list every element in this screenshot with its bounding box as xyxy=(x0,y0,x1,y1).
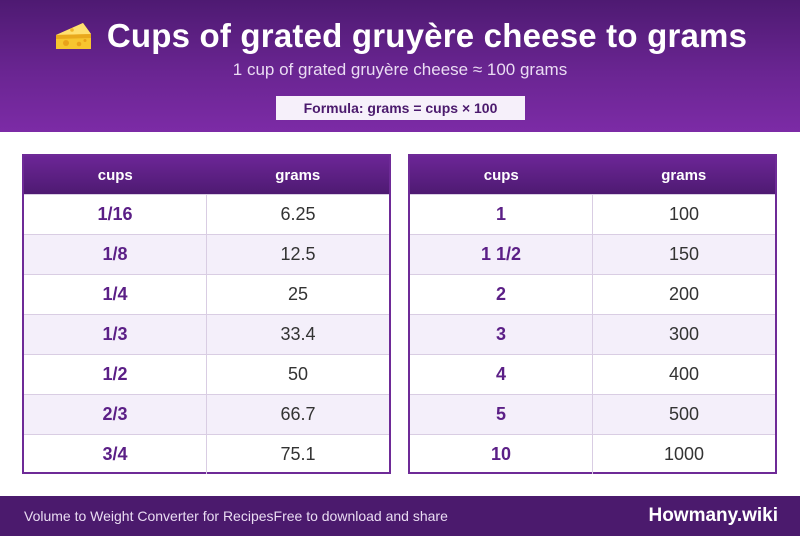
table-row: 1/2 50 xyxy=(24,354,389,394)
cups-cell: 5 xyxy=(410,395,593,434)
cups-cell: 4 xyxy=(410,355,593,394)
table-row: 1 100 xyxy=(410,194,775,234)
grams-cell: 66.7 xyxy=(280,404,316,424)
table-header: cups grams xyxy=(24,156,389,194)
cups-cell: 1 1/2 xyxy=(410,235,593,274)
cups-cell: 10 xyxy=(410,435,593,474)
cups-cell: 3/4 xyxy=(24,435,207,474)
column-header-grams: grams xyxy=(661,166,707,184)
table-row: 10 1000 xyxy=(410,434,775,474)
cups-cell: 1/3 xyxy=(24,315,207,354)
formula-badge: Formula: grams = cups × 100 xyxy=(276,96,525,120)
table-row: 1 1/2 150 xyxy=(410,234,775,274)
grams-cell: 500 xyxy=(668,404,700,424)
table-header: cups grams xyxy=(410,156,775,194)
grams-cell: 100 xyxy=(668,204,700,224)
cups-cell: 1/4 xyxy=(24,275,207,314)
table-row: 3 300 xyxy=(410,314,775,354)
table-row: 1/4 25 xyxy=(24,274,389,314)
cups-cell: 1 xyxy=(410,195,593,234)
table-row: 2 200 xyxy=(410,274,775,314)
cups-cell: 3 xyxy=(410,315,593,354)
grams-cell: 6.25 xyxy=(280,204,316,224)
share-label: Free to download and share xyxy=(273,508,448,524)
table-row: 1/8 12.5 xyxy=(24,234,389,274)
conversion-table-small: cups grams 1/16 6.25 1/8 12.5 1/4 25 1/3… xyxy=(22,154,391,474)
grams-cell: 200 xyxy=(668,284,700,304)
grams-cell: 12.5 xyxy=(280,244,316,264)
cups-cell: 1/16 xyxy=(24,195,207,234)
cups-cell: 1/2 xyxy=(24,355,207,394)
grams-cell: 1000 xyxy=(663,444,705,464)
table-row: 1/3 33.4 xyxy=(24,314,389,354)
table-row: 3/4 75.1 xyxy=(24,434,389,474)
page-subtitle: 1 cup of grated gruyère cheese ≈ 100 gra… xyxy=(232,60,568,79)
grams-cell: 33.4 xyxy=(280,324,316,344)
footer-text: Volume to Weight Converter for RecipesFr… xyxy=(24,508,448,524)
column-header-grams: grams xyxy=(275,166,321,184)
page-header: Cups of grated gruyère cheese to grams 1… xyxy=(0,0,800,132)
cups-cell: 1/8 xyxy=(24,235,207,274)
cheese-icon xyxy=(53,19,93,53)
cups-cell: 2/3 xyxy=(24,395,207,434)
converter-label: Volume to Weight Converter for Recipes xyxy=(24,508,274,524)
grams-cell: 150 xyxy=(668,244,700,264)
grams-cell: 50 xyxy=(287,364,309,384)
column-header-cups: cups xyxy=(483,166,519,184)
page-footer: Volume to Weight Converter for RecipesFr… xyxy=(0,496,800,536)
cups-cell: 2 xyxy=(410,275,593,314)
conversion-table-large: cups grams 1 100 1 1/2 150 2 200 3 300 4… xyxy=(408,154,777,474)
table-row: 2/3 66.7 xyxy=(24,394,389,434)
grams-cell: 25 xyxy=(287,284,309,304)
title-row: Cups of grated gruyère cheese to grams xyxy=(0,14,800,58)
column-header-cups: cups xyxy=(97,166,133,184)
table-row: 1/16 6.25 xyxy=(24,194,389,234)
grams-cell: 400 xyxy=(668,364,700,384)
table-row: 5 500 xyxy=(410,394,775,434)
table-row: 4 400 xyxy=(410,354,775,394)
grams-cell: 75.1 xyxy=(280,444,316,464)
page-title: Cups of grated gruyère cheese to grams xyxy=(106,17,748,54)
grams-cell: 300 xyxy=(668,324,700,344)
brand-logo-text[interactable]: Howmany.wiki xyxy=(648,505,778,526)
